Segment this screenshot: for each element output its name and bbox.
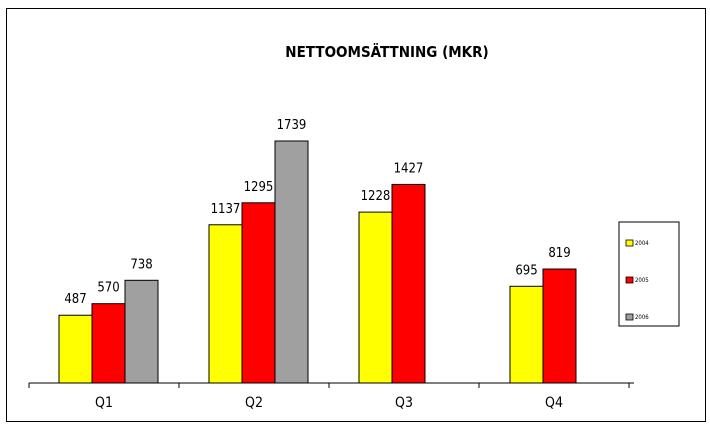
legend-box xyxy=(618,221,680,327)
category-labels-group: Q1 Q2 Q3 Q4 xyxy=(95,395,563,411)
bar-q1-2006 xyxy=(124,279,159,384)
bar-q3-2005 xyxy=(391,183,426,384)
bars-group xyxy=(58,140,577,384)
value-label-q4-2004: 695 xyxy=(515,263,537,278)
bar-q3-2004 xyxy=(358,211,393,384)
value-label-q2-2005: 1295 xyxy=(244,180,274,195)
category-label-q4: Q4 xyxy=(545,395,563,411)
bar-q1-2005 xyxy=(91,303,126,384)
legend-swatch-2005 xyxy=(625,276,634,284)
legend-swatch-2006 xyxy=(625,313,634,321)
x-axis-ticks xyxy=(28,383,630,388)
category-label-q3: Q3 xyxy=(395,395,413,411)
value-label-q4-2005: 819 xyxy=(548,246,570,261)
value-label-q2-2004: 1137 xyxy=(211,202,241,217)
legend-swatch-2004 xyxy=(625,239,634,247)
category-label-q1: Q1 xyxy=(95,395,113,411)
legend-label-2005: 2005 xyxy=(635,277,649,284)
bar-q2-2005 xyxy=(241,202,276,384)
bar-q2-2004 xyxy=(208,224,243,384)
value-label-q2-2006: 1739 xyxy=(277,118,307,133)
legend-label-2006: 2006 xyxy=(635,314,649,321)
value-label-q1-2006: 738 xyxy=(130,257,152,272)
value-label-q1-2005: 570 xyxy=(97,281,119,296)
chart-title: NETTOOMSÄTTNING (MKR) xyxy=(285,42,488,61)
category-label-q2: Q2 xyxy=(245,395,263,411)
bar-q4-2004 xyxy=(509,285,544,384)
legend: 2004 2005 2006 xyxy=(618,221,680,327)
legend-label-2004: 2004 xyxy=(635,240,649,247)
bar-q4-2005 xyxy=(542,268,577,384)
chart-frame: NETTOOMSÄTTNING (MKR) 487 570 738 1137 1295 1… xyxy=(6,8,706,422)
value-label-q3-2005: 1427 xyxy=(394,161,424,176)
bar-q1-2004 xyxy=(58,314,93,384)
bar-q2-2006 xyxy=(274,140,309,384)
value-label-q1-2004: 487 xyxy=(64,292,86,307)
value-label-q3-2004: 1228 xyxy=(361,189,391,204)
